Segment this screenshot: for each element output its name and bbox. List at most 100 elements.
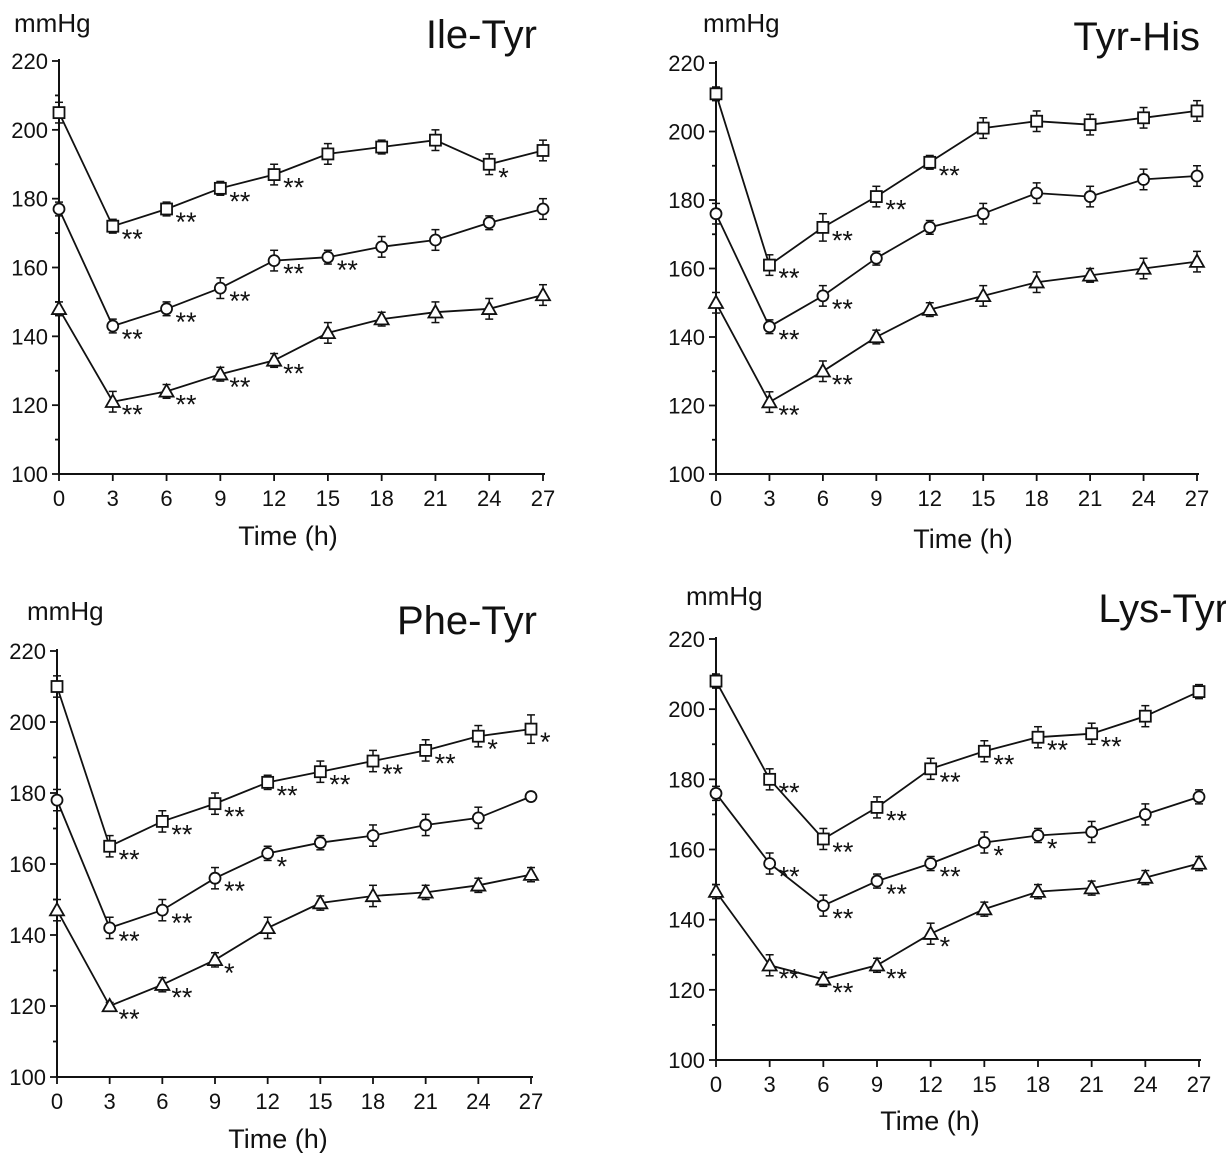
data-point-triangle bbox=[417, 883, 435, 899]
data-point-square bbox=[429, 133, 442, 147]
data-point-square bbox=[709, 674, 723, 688]
significance-label: ** bbox=[1047, 735, 1069, 765]
data-point-square bbox=[106, 219, 120, 233]
x-axis-label: Time (h) bbox=[238, 521, 338, 551]
data-point-square bbox=[923, 155, 937, 169]
x-tick-label: 27 bbox=[1185, 486, 1209, 511]
series-square: ****** ** * bbox=[52, 101, 550, 254]
significance-label: ** bbox=[832, 837, 854, 867]
y-tick-label: 220 bbox=[9, 639, 46, 664]
data-point-circle bbox=[1083, 190, 1097, 203]
significance-label: ** bbox=[176, 207, 198, 237]
data-point-circle bbox=[313, 836, 327, 850]
x-tick-label: 6 bbox=[817, 1072, 829, 1097]
series-line bbox=[715, 680, 1200, 841]
x-tick-label: 12 bbox=[255, 1089, 279, 1114]
significance-label: ** bbox=[176, 307, 198, 337]
data-point-triangle bbox=[1081, 266, 1099, 282]
data-point-triangle bbox=[921, 300, 939, 316]
data-point-circle bbox=[816, 289, 830, 303]
series-line bbox=[56, 686, 532, 848]
data-point-circle bbox=[870, 874, 884, 888]
significance-label: ** bbox=[382, 759, 404, 789]
data-point-circle bbox=[106, 319, 120, 333]
x-tick-label: 18 bbox=[1026, 1072, 1050, 1097]
data-point-circle bbox=[709, 207, 723, 221]
significance-label: ** bbox=[229, 186, 251, 216]
y-tick-label: 120 bbox=[9, 994, 46, 1019]
x-tick-label: 9 bbox=[871, 1072, 883, 1097]
significance-label: * bbox=[993, 840, 1004, 870]
significance-label: ** bbox=[171, 819, 193, 849]
series-line bbox=[58, 112, 544, 228]
data-point-square bbox=[1190, 104, 1204, 118]
data-point-circle bbox=[816, 899, 830, 913]
data-point-square bbox=[1137, 111, 1150, 125]
data-point-triangle bbox=[153, 975, 171, 991]
data-point-triangle bbox=[1135, 259, 1153, 275]
series-line bbox=[56, 795, 532, 930]
data-point-triangle bbox=[760, 393, 778, 409]
data-point-square bbox=[763, 258, 776, 272]
data-point-circle bbox=[1190, 169, 1204, 183]
data-point-triangle bbox=[469, 876, 487, 892]
series-line bbox=[715, 260, 1198, 404]
y-tick-label: 100 bbox=[668, 1048, 705, 1073]
significance-label: ** bbox=[886, 879, 908, 909]
data-point-circle bbox=[1137, 173, 1150, 186]
significance-label: ** bbox=[224, 802, 246, 832]
x-tick-label: 15 bbox=[308, 1089, 332, 1114]
y-unit-label: mmHg bbox=[27, 596, 104, 626]
x-tick-label: 12 bbox=[918, 486, 942, 511]
significance-label: ** bbox=[939, 160, 961, 190]
y-tick-label: 120 bbox=[668, 978, 705, 1003]
significance-label: ** bbox=[886, 805, 908, 835]
data-point-triangle bbox=[101, 997, 119, 1013]
data-point-square bbox=[482, 157, 496, 171]
data-point-square bbox=[869, 190, 883, 203]
data-point-square bbox=[976, 121, 990, 135]
x-tick-label: 9 bbox=[870, 486, 882, 511]
significance-label: * bbox=[498, 162, 509, 192]
x-tick-label: 15 bbox=[971, 486, 995, 511]
y-tick-label: 180 bbox=[11, 187, 48, 212]
data-point-circle bbox=[976, 207, 990, 221]
series-circle: ** ** bbox=[709, 165, 1204, 355]
panel-1: 100 120 140 160 180 200 220 0 3 6 9 12 15 18 21 24 27 mmH… bbox=[11, 8, 555, 551]
y-tick-label: 200 bbox=[9, 710, 46, 735]
data-point-triangle bbox=[1083, 879, 1101, 895]
data-point-circle bbox=[155, 903, 169, 917]
significance-label: ** bbox=[119, 844, 141, 874]
significance-label: ** bbox=[119, 1004, 141, 1034]
x-tick-label: 6 bbox=[817, 486, 829, 511]
data-point-triangle bbox=[761, 956, 779, 972]
significance-label: ** bbox=[283, 358, 305, 388]
significance-label: ** bbox=[885, 195, 907, 225]
x-tick-label: 6 bbox=[156, 1089, 168, 1114]
significance-label: ** bbox=[779, 777, 801, 807]
y-unit-label: mmHg bbox=[14, 8, 91, 38]
significance-label: * bbox=[277, 851, 288, 881]
data-point-triangle bbox=[259, 919, 277, 935]
y-tick-label: 200 bbox=[668, 697, 705, 722]
data-point-triangle bbox=[922, 924, 940, 940]
data-point-square bbox=[366, 754, 380, 768]
data-point-square bbox=[1138, 709, 1152, 723]
significance-label: ** bbox=[277, 780, 299, 810]
significance-label: ** bbox=[337, 255, 359, 285]
significance-label: ** bbox=[122, 400, 144, 430]
data-point-circle bbox=[267, 254, 281, 268]
series-square: ******** ** ** ** * * bbox=[50, 675, 551, 874]
series-line bbox=[715, 862, 1200, 981]
y-tick-label: 200 bbox=[11, 118, 48, 143]
series-line bbox=[58, 294, 544, 403]
significance-label: * bbox=[940, 932, 951, 962]
x-tick-label: 3 bbox=[764, 1072, 776, 1097]
data-point-circle bbox=[213, 281, 227, 295]
x-tick-label: 18 bbox=[1024, 486, 1048, 511]
significance-label: ** bbox=[171, 908, 193, 938]
x-tick-label: 24 bbox=[1131, 486, 1155, 511]
data-point-circle bbox=[52, 202, 66, 216]
data-point-circle bbox=[1192, 790, 1206, 804]
series-square: ********** ** ** bbox=[709, 673, 1206, 867]
